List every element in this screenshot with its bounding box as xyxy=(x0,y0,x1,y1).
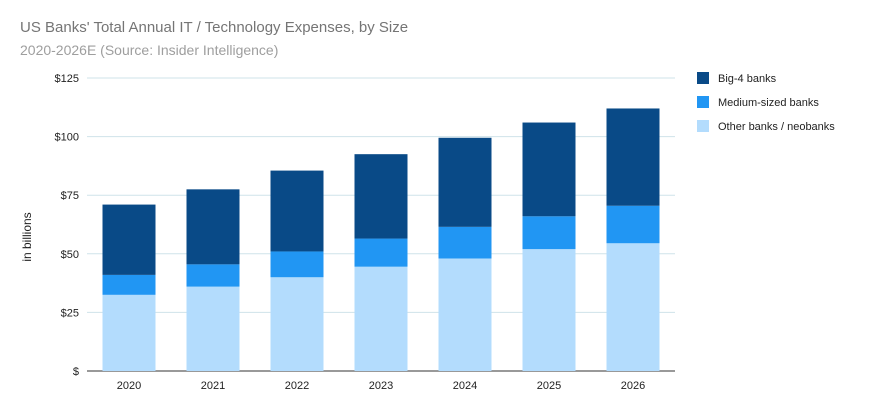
x-tick-label: 2024 xyxy=(453,380,477,392)
legend-swatch xyxy=(697,120,709,132)
y-tick-label: $25 xyxy=(61,307,79,319)
bar-2025-medium-sized-banks xyxy=(522,216,576,250)
y-tick-label: $125 xyxy=(55,73,79,85)
bar-2021-other-banks-neobanks xyxy=(186,286,240,371)
bar-2026-medium-sized-banks xyxy=(606,205,660,244)
x-tick-label: 2022 xyxy=(285,380,309,392)
x-tick-label: 2026 xyxy=(621,380,645,392)
bar-2020-big-4-banks xyxy=(102,204,156,275)
bar-2022-other-banks-neobanks xyxy=(270,277,324,371)
y-tick-label: $ xyxy=(73,366,79,378)
legend-label: Medium-sized banks xyxy=(718,97,819,109)
bar-2020-medium-sized-banks xyxy=(102,274,156,295)
bar-2025-big-4-banks xyxy=(522,122,576,217)
bars xyxy=(102,108,660,371)
bar-2023-big-4-banks xyxy=(354,154,408,239)
bar-2022-big-4-banks xyxy=(270,170,324,252)
chart-title: US Banks' Total Annual IT / Technology E… xyxy=(20,19,409,36)
bar-2023-medium-sized-banks xyxy=(354,238,408,267)
y-tick-label: $100 xyxy=(55,132,79,144)
legend-swatch xyxy=(697,72,709,84)
y-axis-ticks: $ $25 $50 $75 $100 $125 xyxy=(55,73,79,378)
bar-2022-medium-sized-banks xyxy=(270,251,324,278)
y-tick-label: $75 xyxy=(61,190,79,202)
bar-2024-medium-sized-banks xyxy=(438,226,492,259)
bar-2026-big-4-banks xyxy=(606,108,660,206)
y-tick-label: $50 xyxy=(61,249,79,261)
legend: Big-4 banks Medium-sized banks Other banks… xyxy=(697,72,835,133)
x-tick-label: 2021 xyxy=(201,380,225,392)
x-tick-label: 2023 xyxy=(369,380,393,392)
bar-2023-other-banks-neobanks xyxy=(354,266,408,371)
x-tick-label: 2020 xyxy=(117,380,141,392)
bar-2020-other-banks-neobanks xyxy=(102,294,156,371)
y-axis-label: in billions xyxy=(20,212,34,261)
x-tick-label: 2025 xyxy=(537,380,561,392)
bar-2021-medium-sized-banks xyxy=(186,264,240,287)
legend-label: Other banks / neobanks xyxy=(718,121,835,133)
legend-swatch xyxy=(697,96,709,108)
bar-2025-other-banks-neobanks xyxy=(522,249,576,371)
x-axis-ticks: 2020 2021 2022 2023 2024 2025 2026 xyxy=(117,380,645,392)
bar-2021-big-4-banks xyxy=(186,189,240,265)
chart-subtitle: 2020-2026E (Source: Insider Intelligence… xyxy=(20,42,279,58)
bar-2024-big-4-banks xyxy=(438,137,492,227)
legend-label: Big-4 banks xyxy=(718,73,777,85)
bar-2024-other-banks-neobanks xyxy=(438,258,492,371)
bar-2026-other-banks-neobanks xyxy=(606,243,660,371)
